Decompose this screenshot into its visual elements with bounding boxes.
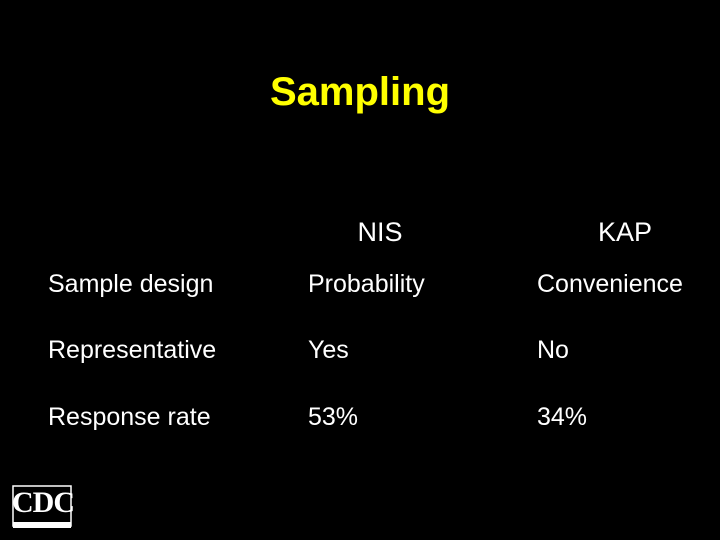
logo-text: CDC [12,486,75,519]
row-label: Response rate [48,403,211,431]
logo-bar [13,522,71,528]
row-label: Representative [48,336,217,364]
table-cell: Convenience [537,270,683,298]
table-cell: Probability [308,270,425,298]
cdc-logo: CDC [12,484,75,530]
table-cell: 34% [537,403,588,431]
table-cell: No [537,336,569,364]
logo-frame [12,485,72,528]
table-cell: Yes [308,336,349,364]
row-label: Sample design [48,270,214,298]
column-header: KAP [597,217,653,247]
column-header: NIS [357,217,403,247]
slide-title: Sampling [269,70,451,114]
table-cell: 53% [308,403,359,431]
